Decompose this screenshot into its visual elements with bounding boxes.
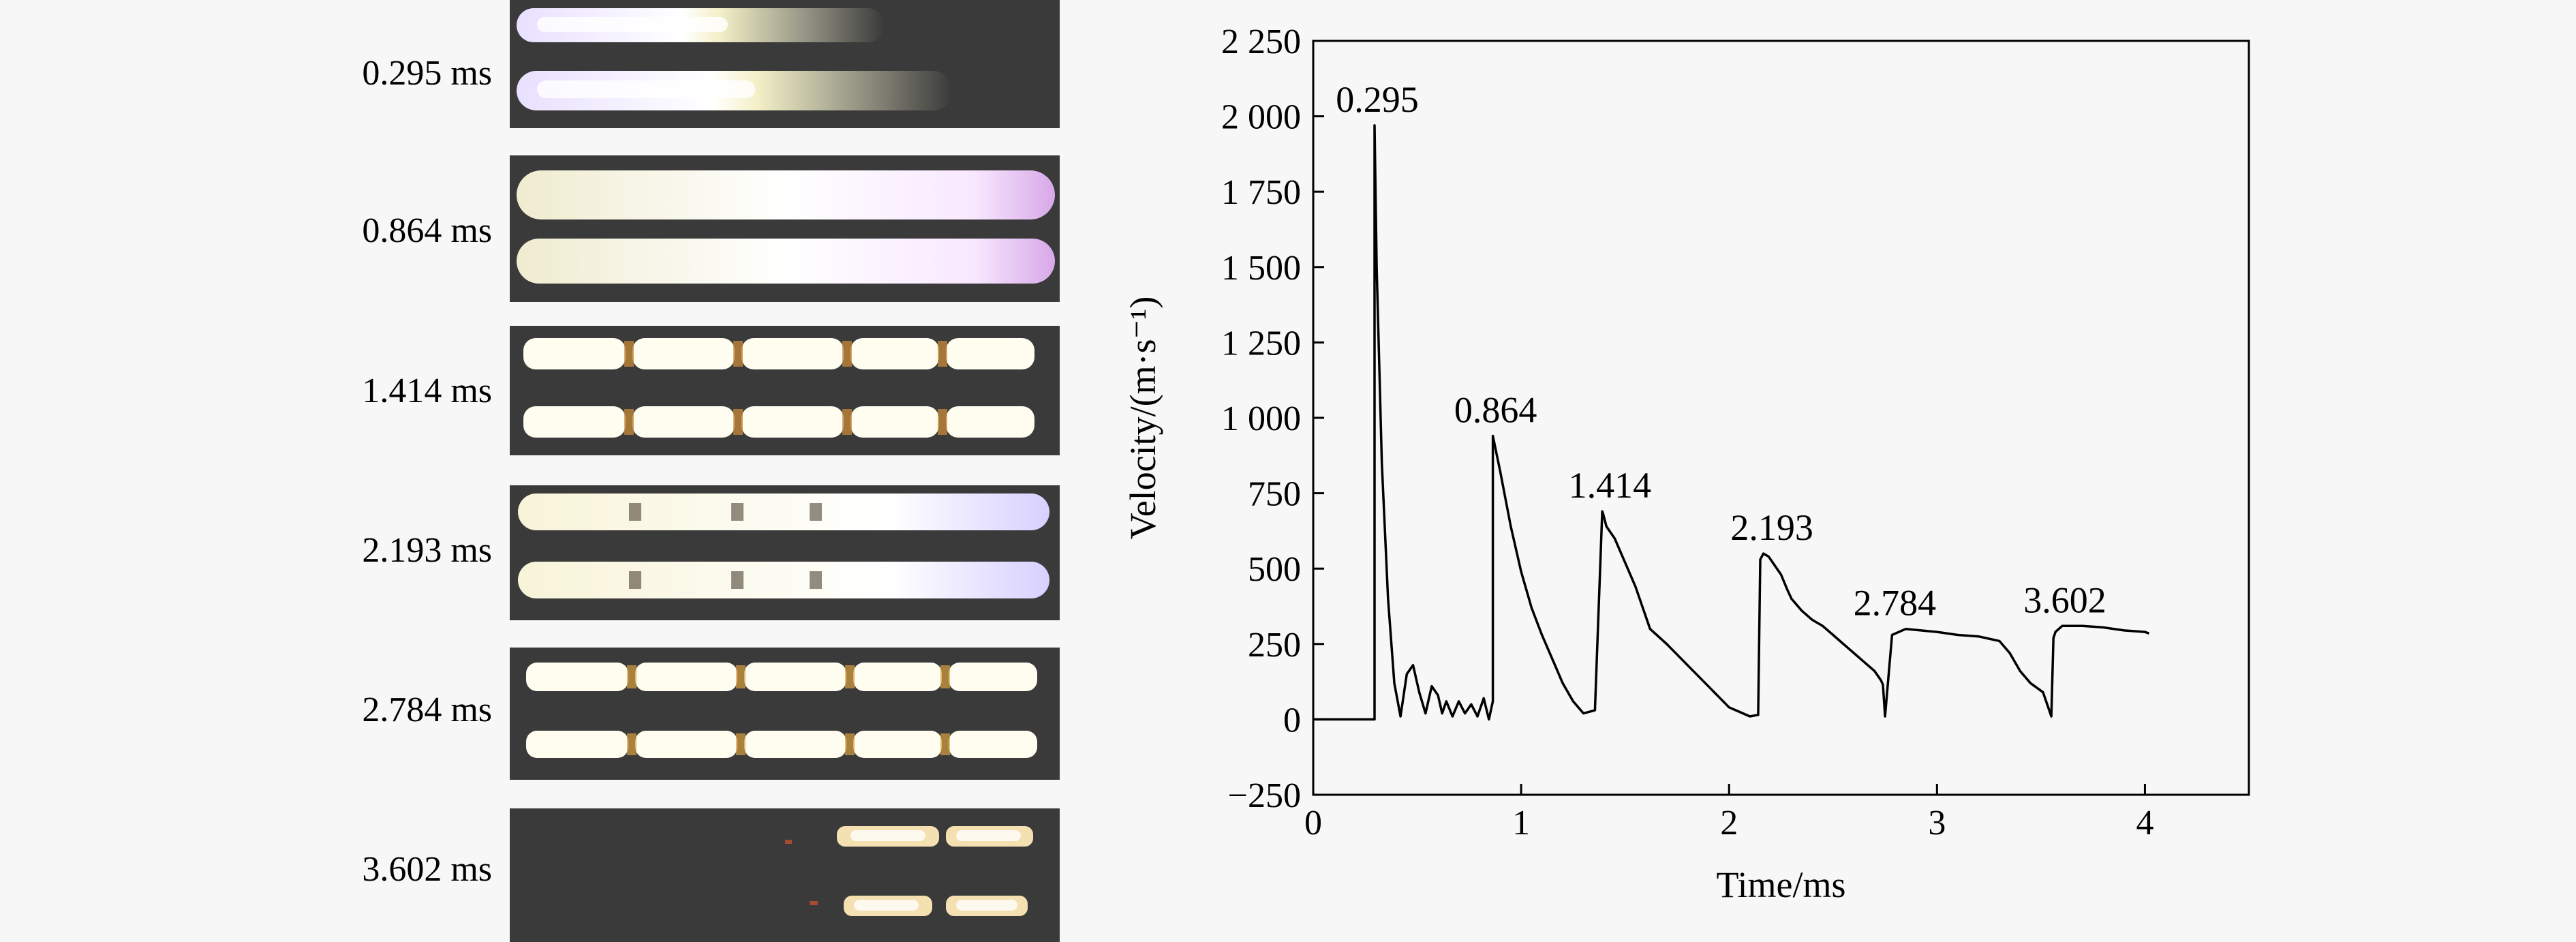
frame-label: 0.295 ms: [362, 54, 492, 93]
frame-label: 0.864 ms: [362, 211, 492, 250]
y-tick-label: −250: [1228, 776, 1301, 815]
frame-photo: [510, 155, 1060, 302]
x-axis-label: Time/ms: [1716, 864, 1845, 905]
x-tick-label: 1: [1512, 804, 1530, 842]
peak-label: 0.295: [1336, 79, 1419, 120]
frame-label: 1.414 ms: [362, 371, 492, 410]
frame-label: 2.193 ms: [362, 531, 492, 570]
frame-photo: [510, 0, 1060, 128]
x-tick-label: 4: [2136, 804, 2153, 842]
frame-photo: [510, 485, 1060, 620]
y-tick-label: 500: [1248, 550, 1301, 589]
frame-label: 2.784 ms: [362, 690, 492, 729]
frame-photo: [510, 808, 1060, 942]
y-tick-label: 2 000: [1221, 98, 1301, 137]
peak-label: 2.193: [1730, 507, 1813, 548]
peak-label: 2.784: [1854, 583, 1937, 624]
peak-label: 3.602: [2023, 579, 2106, 620]
y-tick-label: 1 250: [1221, 324, 1301, 363]
peak-label: 0.864: [1454, 390, 1537, 431]
frame-photo: [510, 648, 1060, 780]
frame-photo: [510, 326, 1060, 455]
x-tick-label: 2: [1720, 804, 1738, 842]
x-tick-label: 3: [1928, 804, 1946, 842]
velocity-line: [1313, 124, 2150, 721]
y-tick-label: 1 500: [1221, 249, 1301, 288]
x-tick-label: 0: [1304, 804, 1322, 842]
y-tick-label: 1 000: [1221, 399, 1301, 438]
y-tick-label: 250: [1248, 626, 1301, 665]
y-tick-label: 1 750: [1221, 173, 1301, 212]
peak-label: 1.414: [1569, 465, 1652, 506]
frame-label: 3.602 ms: [362, 850, 492, 889]
y-axis-label: Velocity/(m·s⁻¹): [1122, 297, 1163, 540]
y-tick-label: 2 250: [1221, 22, 1301, 61]
y-tick-label: 750: [1248, 475, 1301, 514]
y-tick-label: 0: [1283, 701, 1301, 740]
